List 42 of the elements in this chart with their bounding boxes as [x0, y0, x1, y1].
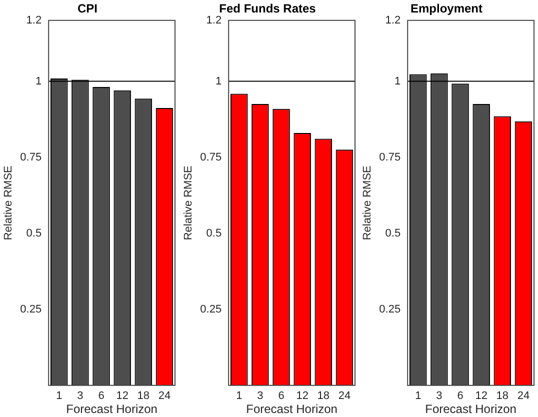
x-tick-label: 1 [236, 390, 242, 402]
y-tick-label: 1 [35, 75, 42, 88]
y-tick-label: 0.75 [200, 151, 222, 164]
y-tick-label: 1.2 [206, 14, 222, 26]
x-axis-title: Forecast Horizon [246, 402, 337, 416]
x-tick-label: 24 [517, 390, 530, 402]
y-axis-title: Relative RMSE [362, 166, 374, 240]
y-tick-label: 1.2 [26, 14, 42, 26]
x-tick-label: 3 [436, 390, 442, 402]
x-tick-label: 18 [496, 390, 509, 402]
y-tick-label: 0.75 [379, 151, 401, 164]
x-tick-label: 1 [56, 390, 62, 402]
x-tick-label: 12 [116, 390, 128, 402]
y-tick-label: 0.25 [200, 303, 222, 316]
y-tick-label: 0.25 [379, 303, 401, 316]
y-tick-label: 0.75 [20, 151, 42, 164]
y-axis-title: Relative RMSE [2, 166, 15, 240]
x-tick-label: 12 [475, 390, 488, 402]
x-axis-title: Forecast Horizon [66, 402, 158, 416]
y-tick-label: 1.2 [385, 14, 401, 26]
x-tick-label: 3 [77, 390, 84, 402]
y-tick-label: 0.5 [385, 227, 401, 240]
x-tick-label: 18 [137, 390, 150, 402]
x-tick-label: 3 [256, 390, 263, 402]
y-tick-label: 0.5 [26, 227, 42, 240]
x-tick-label: 24 [158, 390, 171, 402]
x-tick-label: 12 [296, 390, 308, 402]
x-tick-label: 6 [278, 390, 284, 402]
chart-title: CPI [77, 2, 98, 16]
y-tick-label: 1 [214, 75, 222, 88]
x-tick-label: 6 [457, 390, 464, 402]
y-tick-label: 0.5 [206, 227, 222, 240]
y-tick-label: 1 [394, 75, 401, 88]
chart-title: Employment [410, 2, 483, 16]
x-axis-title: Forecast Horizon [425, 402, 516, 416]
x-tick-label: 6 [98, 390, 104, 402]
y-tick-label: 0.25 [20, 303, 42, 316]
y-axis-title: Relative RMSE [182, 166, 194, 240]
x-tick-label: 1 [415, 390, 422, 402]
x-tick-label: 18 [316, 390, 330, 402]
chart-title: Fed Funds Rates [218, 2, 316, 16]
x-tick-label: 24 [338, 390, 350, 402]
